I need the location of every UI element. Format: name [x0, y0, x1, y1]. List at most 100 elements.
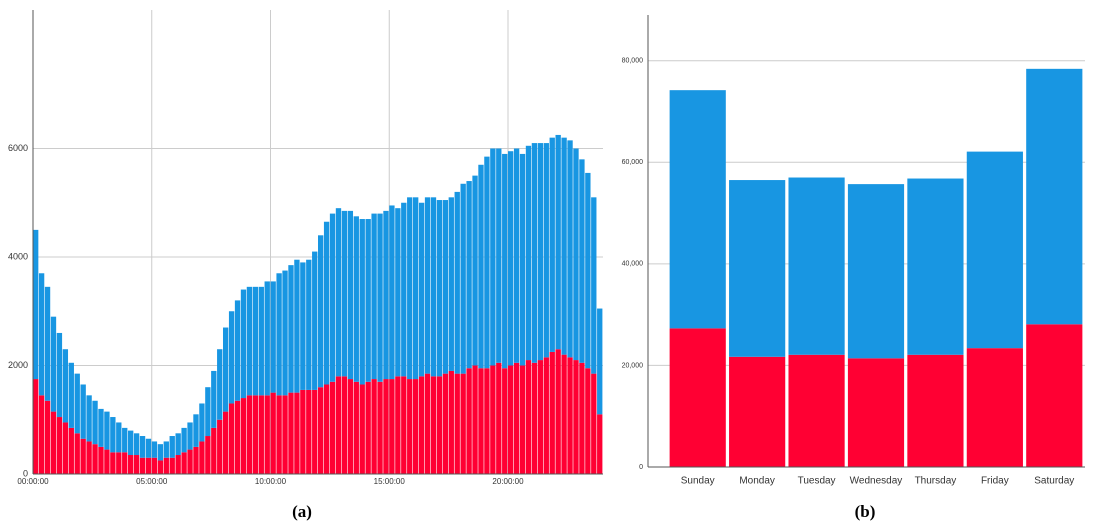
- bar-segment: [1026, 68, 1083, 325]
- bar-segment: [519, 153, 526, 366]
- bar-segment: [508, 151, 514, 366]
- bar-segment: [282, 395, 288, 474]
- bar-segment: [163, 441, 169, 458]
- bar-segment: [223, 327, 229, 412]
- bar-segment: [306, 259, 312, 390]
- x-tick-label: 05:00:00: [136, 477, 168, 486]
- x-tick-label: 15:00:00: [374, 477, 406, 486]
- bar-segment: [561, 354, 567, 474]
- bar-segment: [579, 362, 585, 474]
- bar-segment: [270, 392, 276, 474]
- bar-segment: [513, 148, 520, 363]
- bar-segment: [407, 379, 413, 474]
- bar-segment: [573, 148, 579, 361]
- bar-segment: [329, 213, 336, 382]
- bar-segment: [306, 389, 312, 474]
- bar-segment: [413, 197, 419, 380]
- bar-segment: [62, 349, 69, 423]
- bar-segment: [567, 357, 573, 474]
- bar-segment: [240, 289, 247, 399]
- bar-segment: [347, 210, 354, 380]
- bar-segment: [33, 229, 39, 380]
- bar-segment: [38, 273, 45, 396]
- bar-segment: [788, 177, 845, 355]
- bar-segment: [80, 438, 86, 474]
- bar-segment: [543, 357, 549, 474]
- bar-segment: [252, 395, 259, 474]
- y-tick-label: 6000: [8, 143, 28, 153]
- bar-segment: [323, 384, 330, 474]
- bar-segment: [585, 172, 591, 369]
- bar-segment: [460, 183, 466, 374]
- bar-segment: [496, 362, 502, 474]
- bar-segment: [383, 379, 389, 474]
- bar-segment: [579, 159, 585, 363]
- bar-segment: [508, 365, 514, 474]
- y-tick-label: 2000: [8, 360, 28, 370]
- bar-segment: [217, 349, 223, 420]
- bar-segment: [669, 328, 726, 467]
- bar-segment: [294, 259, 300, 393]
- bar-segment: [217, 419, 223, 474]
- bar-segment: [44, 286, 51, 401]
- bar-segment: [401, 202, 407, 377]
- bar-segment: [86, 441, 92, 474]
- bar-segment: [300, 389, 306, 474]
- bar-segment: [128, 430, 134, 456]
- bar-segment: [389, 205, 395, 380]
- bar-segment: [139, 436, 146, 458]
- bar-segment: [519, 365, 526, 474]
- bar-segment: [585, 368, 591, 474]
- bar-segment: [966, 348, 1023, 467]
- bar-segment: [591, 373, 597, 474]
- bar-segment: [1026, 324, 1083, 467]
- bar-segment: [175, 455, 181, 474]
- bar-segment: [359, 219, 365, 385]
- bar-segment: [157, 460, 164, 474]
- bar-segment: [371, 379, 377, 474]
- bar-segment: [199, 403, 205, 442]
- bar-segment: [454, 191, 460, 374]
- bar-segment: [907, 354, 964, 467]
- bar-segment: [395, 376, 401, 474]
- bar-segment: [50, 411, 57, 474]
- bar-segment: [353, 381, 359, 474]
- bar-segment: [228, 311, 235, 404]
- bar-segment: [484, 156, 490, 369]
- bar-segment: [555, 134, 561, 350]
- bar-segment: [531, 143, 538, 363]
- bar-segment: [264, 281, 270, 396]
- bar-segment: [561, 137, 567, 355]
- x-tick-label: 20:00:00: [492, 477, 524, 486]
- bar-segment: [549, 137, 555, 352]
- bar-segment: [68, 427, 74, 474]
- bar-segment: [430, 376, 437, 474]
- x-tick-label: Friday: [981, 476, 1009, 487]
- bar-segment: [490, 365, 496, 474]
- bar-segment: [228, 403, 235, 474]
- bar-segment: [597, 308, 603, 415]
- bar-segment: [788, 354, 845, 467]
- y-tick-label: 60,000: [622, 159, 644, 166]
- x-tick-label: 00:00:00: [17, 477, 49, 486]
- bar-segment: [264, 395, 270, 474]
- bar-segment: [407, 197, 413, 380]
- bar-segment: [110, 452, 116, 474]
- bar-segment: [478, 164, 484, 369]
- bar-segment: [341, 376, 348, 474]
- bar-segment: [413, 379, 419, 474]
- bar-segment: [56, 417, 63, 474]
- bar-segment: [555, 349, 561, 474]
- bar-segment: [211, 370, 217, 428]
- bar-segment: [371, 213, 377, 380]
- bar-segment: [318, 235, 324, 388]
- bar-segment: [258, 395, 264, 474]
- bar-segment: [169, 436, 175, 458]
- bar-segment: [537, 143, 544, 361]
- bar-segment: [502, 368, 508, 474]
- bar-segment: [847, 358, 905, 467]
- bar-segment: [329, 381, 336, 474]
- bar-segment: [288, 392, 294, 474]
- bar-segment: [389, 379, 395, 474]
- bar-segment: [502, 153, 508, 369]
